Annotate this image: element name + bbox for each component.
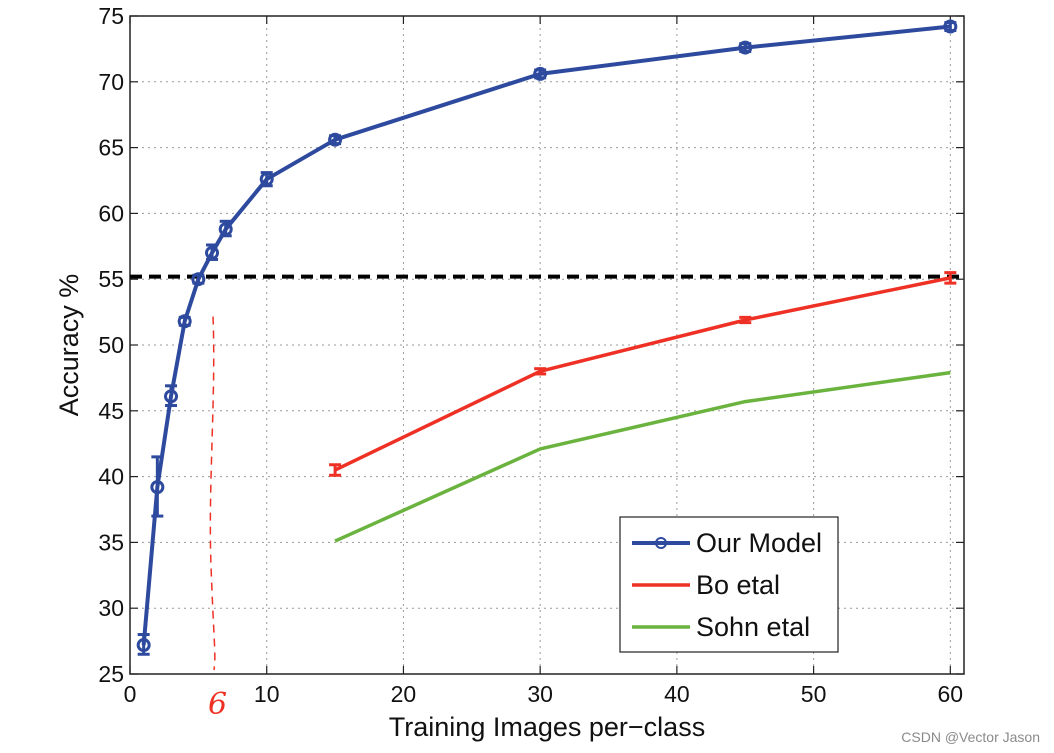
- series-sohn-etal: [334, 370, 951, 543]
- y-tick-label: 60: [98, 200, 124, 226]
- series-line: [334, 276, 951, 472]
- series-line: [141, 24, 951, 646]
- y-tick-label: 45: [98, 398, 124, 424]
- data-point: [738, 40, 753, 55]
- x-tick-label: 50: [801, 681, 827, 707]
- annotation-dashed-line: [209, 316, 216, 671]
- y-tick-label: 40: [98, 464, 124, 490]
- y-tick-label: 70: [98, 69, 124, 95]
- y-tick-label: 35: [98, 529, 124, 555]
- x-ticks: 0 10 20 30 40 50 60: [124, 16, 964, 707]
- x-axis-title: Training Images per−class: [389, 712, 705, 742]
- x-tick-label: 60: [938, 681, 964, 707]
- legend-label: Our Model: [696, 528, 822, 558]
- data-point: [150, 480, 165, 495]
- legend-marker: [655, 537, 667, 549]
- data-point: [205, 245, 220, 260]
- legend-label: Sohn etal: [696, 612, 810, 642]
- annotation-group: 6: [208, 316, 227, 722]
- x-tick-label: 40: [664, 681, 690, 707]
- grid-lines: [130, 16, 964, 674]
- data-point: [328, 132, 343, 147]
- y-axis-title: Accuracy %: [54, 274, 84, 417]
- x-tick-label: 30: [527, 681, 553, 707]
- legend-label: Bo etal: [696, 570, 780, 600]
- data-point: [136, 638, 151, 653]
- series-our-model: [136, 19, 958, 656]
- y-tick-label: 25: [98, 661, 124, 687]
- data-point: [943, 19, 958, 34]
- series-bo-etal: [329, 271, 957, 477]
- data-point: [177, 314, 192, 329]
- data-point: [259, 172, 274, 187]
- y-ticks: 25 30 35 40 45 50 55 60 65 70 75: [98, 3, 964, 687]
- y-tick-label: 75: [98, 3, 124, 29]
- y-tick-label: 30: [98, 595, 124, 621]
- data-point: [218, 222, 233, 237]
- data-point: [533, 66, 548, 81]
- data-point: [164, 389, 179, 404]
- annotation-label: 6: [208, 687, 227, 722]
- series-group: [136, 19, 958, 656]
- legend: Our Model Bo etal Sohn etal: [619, 516, 839, 653]
- x-tick-label: 20: [391, 681, 417, 707]
- series-line: [334, 370, 951, 543]
- watermark-text: CSDN @Vector Jason: [901, 729, 1040, 745]
- y-tick-label: 55: [98, 266, 124, 292]
- data-point: [191, 272, 206, 287]
- y-tick-label: 50: [98, 332, 124, 358]
- x-tick-label: 10: [254, 681, 280, 707]
- x-tick-label: 0: [124, 681, 137, 707]
- y-tick-label: 65: [98, 135, 124, 161]
